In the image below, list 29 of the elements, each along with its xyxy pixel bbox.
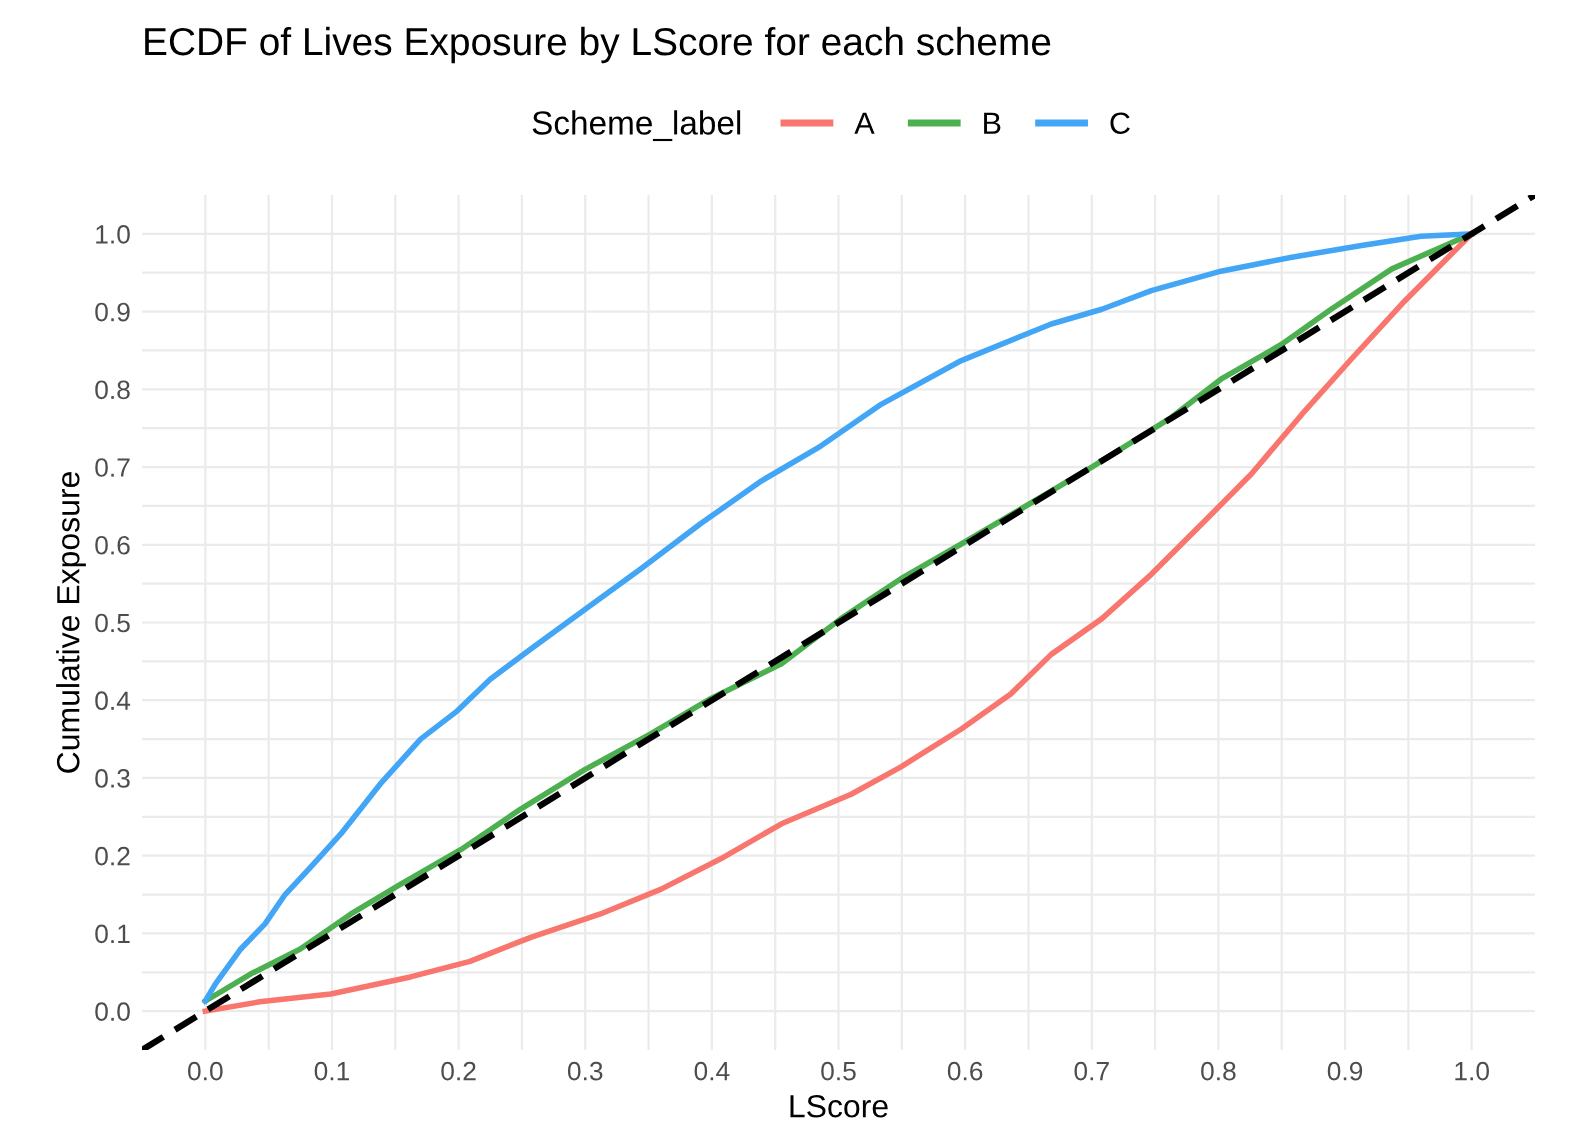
x-tick-label: 0.0 — [188, 1061, 223, 1081]
x-tick-label: 0.2 — [441, 1061, 476, 1081]
x-tick-label: 0.9 — [1327, 1061, 1363, 1081]
legend-label: C — [1110, 112, 1130, 135]
legend-label: A — [854, 112, 875, 134]
y-tick-label: 0.0 — [95, 1002, 130, 1021]
y-tick-label: 0.1 — [95, 924, 130, 944]
x-tick-label: 0.1 — [314, 1061, 350, 1081]
x-tick-label: 0.7 — [1074, 1061, 1109, 1081]
y-tick-label: 0.2 — [95, 846, 130, 866]
y-tick-label: 0.9 — [95, 302, 130, 322]
x-tick-label: 0.8 — [1201, 1061, 1236, 1081]
y-axis-title: Cumulative Exposure — [56, 472, 86, 773]
y-tick-label: 0.5 — [95, 613, 130, 633]
y-tick-label: 0.3 — [95, 769, 130, 788]
y-tick-label: 0.8 — [95, 380, 130, 400]
x-tick-label: 0.6 — [947, 1061, 983, 1081]
legend-title: Scheme_label — [532, 110, 741, 142]
y-tick-label: 0.4 — [95, 691, 131, 711]
x-tick-label: 0.5 — [821, 1061, 856, 1081]
y-tick-label: 0.7 — [95, 458, 130, 477]
chart-title: ECDF of Lives Exposure by LScore for each scheme — [145, 26, 1051, 64]
y-tick-label: 1.0 — [96, 225, 130, 244]
y-tick-label: 0.6 — [95, 535, 130, 555]
legend-label: B — [984, 112, 1001, 134]
x-tick-label: 0.3 — [567, 1061, 603, 1081]
x-tick-label: 0.4 — [694, 1061, 730, 1081]
x-axis-title: LScore — [790, 1094, 888, 1118]
x-tick-label: 1.0 — [1455, 1061, 1489, 1081]
